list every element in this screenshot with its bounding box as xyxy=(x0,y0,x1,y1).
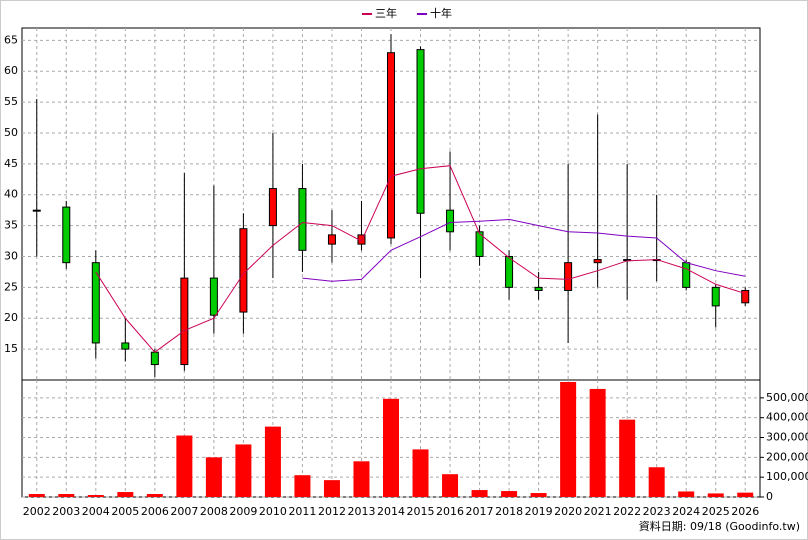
volume-bar xyxy=(530,493,547,497)
candle-body xyxy=(711,286,720,307)
candle-body xyxy=(150,351,159,366)
candle-body xyxy=(741,289,750,304)
y-tick-label: 30 xyxy=(4,249,18,262)
volume-bar xyxy=(442,474,459,497)
volume-bar xyxy=(471,490,488,497)
x-tick-label: 2023 xyxy=(643,505,671,518)
x-tick-label: 2019 xyxy=(525,505,553,518)
volume-bar xyxy=(619,419,636,497)
volume-bar xyxy=(87,495,104,497)
x-tick-label: 2018 xyxy=(495,505,523,518)
x-tick-label: 2011 xyxy=(288,505,316,518)
volume-bar xyxy=(28,494,45,497)
x-tick-label: 2002 xyxy=(23,505,51,518)
volume-bar xyxy=(412,449,429,497)
x-tick-label: 2025 xyxy=(702,505,730,518)
volume-bar xyxy=(264,426,281,497)
x-tick-label: 2007 xyxy=(170,505,198,518)
volume-bar xyxy=(176,435,193,497)
x-tick-label: 2009 xyxy=(229,505,257,518)
y2-tick-label: 200,000 xyxy=(766,450,808,463)
y-tick-label: 65 xyxy=(4,33,18,46)
candle-body xyxy=(121,342,130,350)
x-tick-label: 2012 xyxy=(318,505,346,518)
y-tick-label: 45 xyxy=(4,157,18,170)
candle-body xyxy=(32,209,41,212)
candle-body xyxy=(327,234,336,245)
candle-body xyxy=(682,262,691,288)
volume-bar xyxy=(235,444,252,497)
y2-tick-label: 0 xyxy=(766,490,773,503)
x-tick-label: 2022 xyxy=(613,505,641,518)
x-tick-label: 2017 xyxy=(466,505,494,518)
candle-body xyxy=(62,206,71,264)
volume-bar xyxy=(353,461,370,497)
volume-bar xyxy=(146,494,163,497)
x-tick-label: 2016 xyxy=(436,505,464,518)
candle-body xyxy=(416,49,425,214)
x-tick-label: 2006 xyxy=(141,505,169,518)
y-tick-label: 50 xyxy=(4,126,18,139)
candle-body xyxy=(268,188,277,227)
x-tick-label: 2003 xyxy=(52,505,80,518)
volume-bar xyxy=(117,492,134,497)
volume-bar xyxy=(589,388,606,497)
ma-line xyxy=(302,218,746,282)
candle-body xyxy=(505,255,514,288)
y-tick-label: 55 xyxy=(4,95,18,108)
y2-tick-label: 100,000 xyxy=(766,470,808,483)
y-tick-label: 35 xyxy=(4,219,18,232)
volume-bar xyxy=(678,491,695,497)
candle-body xyxy=(239,228,248,313)
y-tick-label: 15 xyxy=(4,342,18,355)
y-tick-label: 40 xyxy=(4,188,18,201)
candle-body xyxy=(534,286,543,291)
volume-bar xyxy=(323,480,340,497)
candle-body xyxy=(209,277,218,316)
x-tick-label: 2004 xyxy=(82,505,110,518)
y-tick-label: 25 xyxy=(4,280,18,293)
candle-body xyxy=(298,188,307,251)
x-tick-label: 2013 xyxy=(347,505,375,518)
volume-bar xyxy=(294,475,311,497)
x-tick-label: 2026 xyxy=(731,505,759,518)
candle-body xyxy=(446,209,455,233)
candle-body xyxy=(91,262,100,344)
volume-bar xyxy=(707,493,724,497)
y-tick-label: 20 xyxy=(4,311,18,324)
candle-body xyxy=(564,262,573,291)
source-note: 資料日期: 09/18 (Goodinfo.tw) xyxy=(639,519,800,533)
x-tick-label: 2024 xyxy=(672,505,700,518)
ma-line xyxy=(95,165,746,353)
x-tick-label: 2010 xyxy=(259,505,287,518)
candle-body xyxy=(180,277,189,366)
volume-bar xyxy=(501,491,518,497)
x-tick-label: 2014 xyxy=(377,505,405,518)
volume-bar xyxy=(383,398,399,497)
candle-body xyxy=(387,52,395,239)
x-tick-label: 2020 xyxy=(554,505,582,518)
x-tick-label: 2021 xyxy=(584,505,612,518)
y2-tick-label: 400,000 xyxy=(766,411,808,424)
volume-bar xyxy=(58,494,75,497)
volume-bar xyxy=(560,381,577,497)
y2-tick-label: 500,000 xyxy=(766,391,808,404)
legend-label: 十年 xyxy=(430,6,452,20)
candle-body xyxy=(475,231,484,257)
volume-bar xyxy=(205,457,222,497)
x-tick-label: 2005 xyxy=(111,505,139,518)
legend-label: 三年 xyxy=(375,6,397,20)
y-tick-label: 60 xyxy=(4,64,18,77)
volume-bar xyxy=(648,467,665,497)
x-tick-label: 2008 xyxy=(200,505,228,518)
candle-body xyxy=(593,259,602,264)
volume-bar xyxy=(737,492,754,497)
y2-tick-label: 300,000 xyxy=(766,431,808,444)
x-tick-label: 2015 xyxy=(407,505,435,518)
